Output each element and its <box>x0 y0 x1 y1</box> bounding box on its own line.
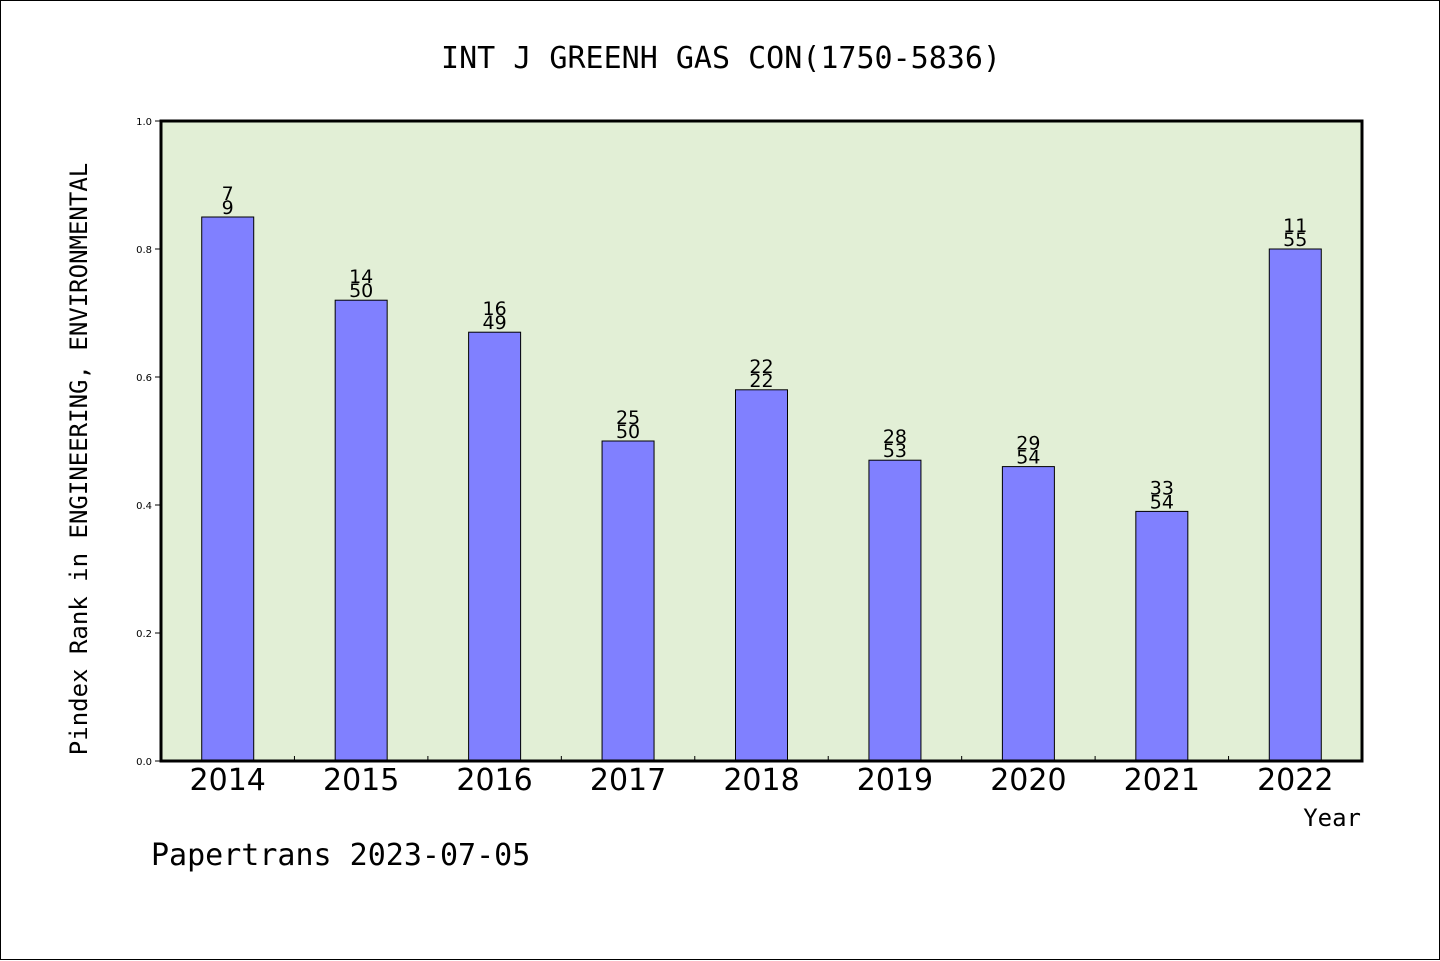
rank-label: 22 <box>749 356 773 378</box>
rank-label: 16 <box>483 298 507 320</box>
chart-title: INT J GREENH GAS CON(1750-5836) <box>441 41 1001 76</box>
y-tick-label: 0.6 <box>136 373 152 384</box>
x-tick-label: 2019 <box>857 763 933 798</box>
total-label: 50 <box>616 421 640 443</box>
bar-2015 <box>334 299 388 762</box>
rank-label: 28 <box>883 426 907 448</box>
rank-label: 11 <box>1283 215 1307 237</box>
bar-2018 <box>735 389 788 762</box>
y-axis: 0.0 0.2 0.4 0.6 0.8 1.0 <box>136 117 161 768</box>
bar-2020 <box>1001 466 1055 762</box>
y-tick-label: 0.8 <box>136 245 152 256</box>
total-label: 55 <box>1283 229 1307 251</box>
x-tick-label: 2022 <box>1257 763 1333 798</box>
y-axis-label: Pindex Rank in ENGINEERING, ENVIRONMENTA… <box>65 163 93 755</box>
x-tick-label: 2020 <box>990 763 1066 798</box>
x-axis: 2014 2015 2016 2017 2018 2019 2020 2021 2022 <box>190 756 1333 798</box>
x-tick-label: 2015 <box>323 763 399 798</box>
rank-label: 7 <box>222 183 234 205</box>
x-tick-label: 2016 <box>456 763 532 798</box>
footer-credit: Papertrans 2023-07-05 <box>151 838 530 873</box>
y-tick-label: 0.0 <box>136 757 152 768</box>
rank-label: 14 <box>349 266 373 288</box>
total-label: 50 <box>349 280 373 302</box>
plot-border <box>159 119 1364 763</box>
rank-label: 33 <box>1150 477 1174 499</box>
bar-2017 <box>601 440 655 762</box>
x-tick-label: 2017 <box>590 763 666 798</box>
bar-2016 <box>468 331 522 762</box>
bar-2022 <box>1268 248 1322 762</box>
total-label: 9 <box>222 197 234 219</box>
total-label: 53 <box>883 440 907 462</box>
total-label: 54 <box>1016 447 1040 469</box>
x-axis-label: Year <box>1303 804 1361 832</box>
bar-series <box>201 216 1322 762</box>
rank-label: 29 <box>1016 433 1040 455</box>
bar-2021 <box>1135 510 1189 762</box>
y-tick-label: 0.4 <box>136 501 152 512</box>
bar-2014 <box>201 216 255 762</box>
y-tick-label: 1.0 <box>136 117 152 128</box>
total-label: 54 <box>1150 491 1174 513</box>
bar-2019 <box>868 459 922 762</box>
x-tick-label: 2018 <box>723 763 799 798</box>
x-tick-label: 2021 <box>1124 763 1200 798</box>
y-tick-label: 0.2 <box>136 629 152 640</box>
total-label: 22 <box>749 370 773 392</box>
rank-label: 25 <box>616 407 640 429</box>
x-tick-label: 2014 <box>190 763 266 798</box>
total-label: 49 <box>483 312 507 334</box>
